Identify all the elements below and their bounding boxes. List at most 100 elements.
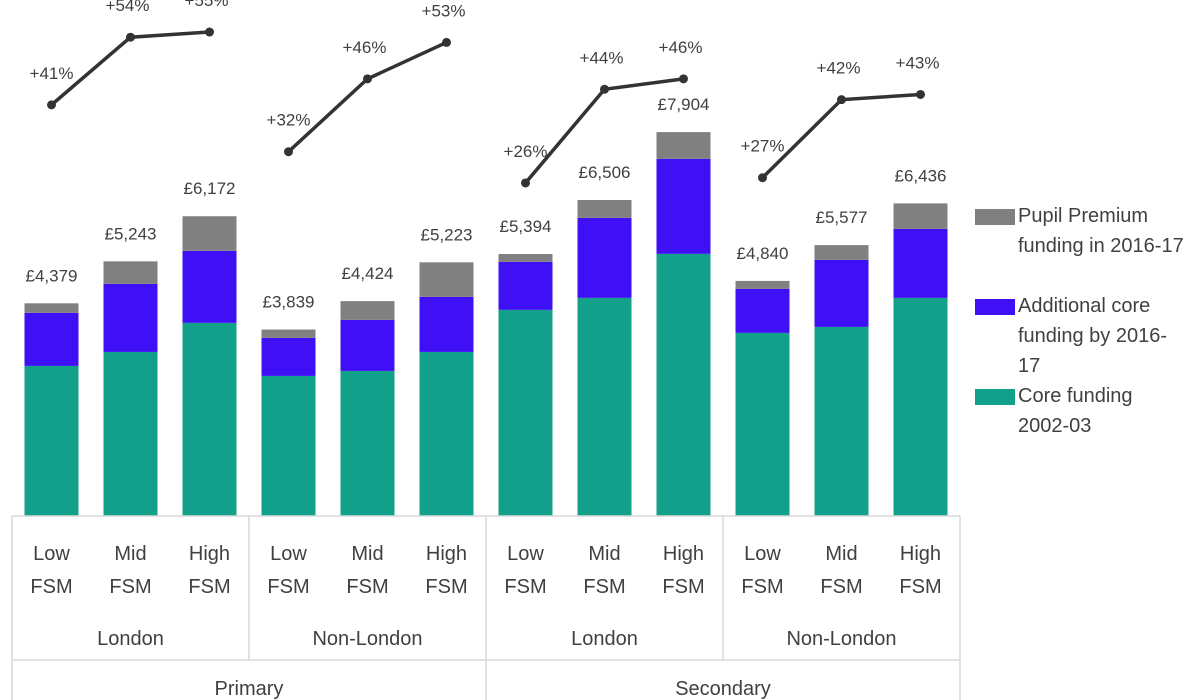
bar-segment <box>103 261 158 284</box>
line <box>50 30 210 107</box>
line-label: +46% <box>659 38 703 57</box>
total-label: £4,424 <box>342 264 394 283</box>
line-label: +43% <box>896 53 940 72</box>
total-label: £4,840 <box>737 244 789 263</box>
line-point <box>916 89 925 99</box>
legend-swatch <box>975 209 1015 225</box>
bar-segment <box>24 312 79 366</box>
total-label: £3,839 <box>263 293 315 312</box>
line-point <box>284 147 293 157</box>
bar-segment <box>182 216 237 251</box>
line-point <box>758 173 767 183</box>
x-tick-label: Mid FSM <box>583 543 626 598</box>
line <box>287 40 448 154</box>
x-tick-label: Low FSM <box>267 543 310 598</box>
x-tick-label: Low FSM <box>504 543 547 598</box>
bar-segment <box>261 375 316 516</box>
group-label: London <box>571 628 638 650</box>
bar-segment <box>893 228 948 298</box>
x-tick-label: Mid FSM <box>346 543 389 598</box>
x-tick-label: High FSM <box>662 543 705 598</box>
line-label: +41% <box>30 64 74 83</box>
supergroup-label: Primary <box>214 678 284 700</box>
line-label: +32% <box>267 111 311 130</box>
bar-segment <box>498 261 553 310</box>
bar-segment <box>814 245 869 260</box>
bar-segment <box>419 296 474 352</box>
line-label: +44% <box>580 48 624 67</box>
line-point <box>126 32 135 42</box>
bar-segment <box>340 301 395 320</box>
total-label: £4,379 <box>26 266 78 285</box>
x-tick-label: Mid FSM <box>820 543 863 598</box>
legend-swatch <box>975 389 1015 405</box>
bar-segment <box>735 332 790 516</box>
bar-segment <box>498 309 553 516</box>
bar-segment <box>656 132 711 159</box>
total-label: £5,577 <box>816 208 868 227</box>
line-point <box>600 84 609 94</box>
group-label: London <box>97 628 164 650</box>
bar-segment <box>24 303 79 313</box>
bar-segment <box>419 262 474 297</box>
x-tick-label: High FSM <box>188 543 231 598</box>
x-tick-label: High FSM <box>425 543 468 598</box>
line-point <box>521 178 530 188</box>
line-point <box>679 74 688 84</box>
bar-segment <box>103 351 158 516</box>
bar-segment <box>893 297 948 516</box>
bar-segment <box>577 297 632 516</box>
bar-segment <box>419 351 474 516</box>
line-point <box>205 27 214 37</box>
bar-segment <box>577 217 632 298</box>
group-label: Non-London <box>786 628 897 650</box>
line-label: +27% <box>741 137 785 156</box>
group-label: Non-London <box>312 628 423 650</box>
bar-segment <box>340 370 395 516</box>
bar-segment <box>893 203 948 229</box>
bar-segment <box>182 322 237 516</box>
bar-segment <box>735 280 790 289</box>
legend-label: Core funding 2002-03 <box>1018 385 1133 437</box>
line-label: +54% <box>106 0 150 15</box>
bar-segment <box>24 365 79 516</box>
line <box>761 92 921 179</box>
bar-segment <box>814 326 869 516</box>
bar-segment <box>498 254 553 262</box>
bar-segment <box>814 259 869 327</box>
line-point <box>837 95 846 105</box>
bar-segment <box>182 250 237 323</box>
x-tick-label: High FSM <box>899 543 942 598</box>
total-label: £6,436 <box>895 166 947 185</box>
line-label: +46% <box>343 38 387 57</box>
total-label: £5,243 <box>105 224 157 243</box>
x-tick-label: Low FSM <box>741 543 784 598</box>
total-label: £7,904 <box>658 95 710 114</box>
supergroup-label: Secondary <box>675 678 771 700</box>
line-label: +55% <box>185 0 229 10</box>
legend-swatch <box>975 299 1015 315</box>
total-label: £6,506 <box>579 163 631 182</box>
bar-segment <box>261 329 316 338</box>
line-label: +53% <box>422 1 466 20</box>
legend-label: Pupil Premium funding in 2016-17 <box>1018 205 1184 257</box>
legend-label: Additional core funding by 2016-17 <box>1018 295 1168 377</box>
x-tick-label: Mid FSM <box>109 543 152 598</box>
line-point <box>442 37 451 47</box>
bar-segment <box>656 253 711 517</box>
x-tick-label: Low FSM <box>30 543 73 598</box>
bar-segment <box>103 283 158 352</box>
bar-segment <box>340 319 395 371</box>
bar-segment <box>261 337 316 376</box>
bar-segment <box>577 199 632 218</box>
line-point <box>47 100 56 110</box>
line-point <box>363 74 372 84</box>
total-label: £5,223 <box>421 225 473 244</box>
bar-segment <box>735 288 790 333</box>
total-label: £5,394 <box>500 217 552 236</box>
line-label: +42% <box>817 59 861 78</box>
total-label: £6,172 <box>184 179 236 198</box>
line-label: +26% <box>504 142 548 161</box>
